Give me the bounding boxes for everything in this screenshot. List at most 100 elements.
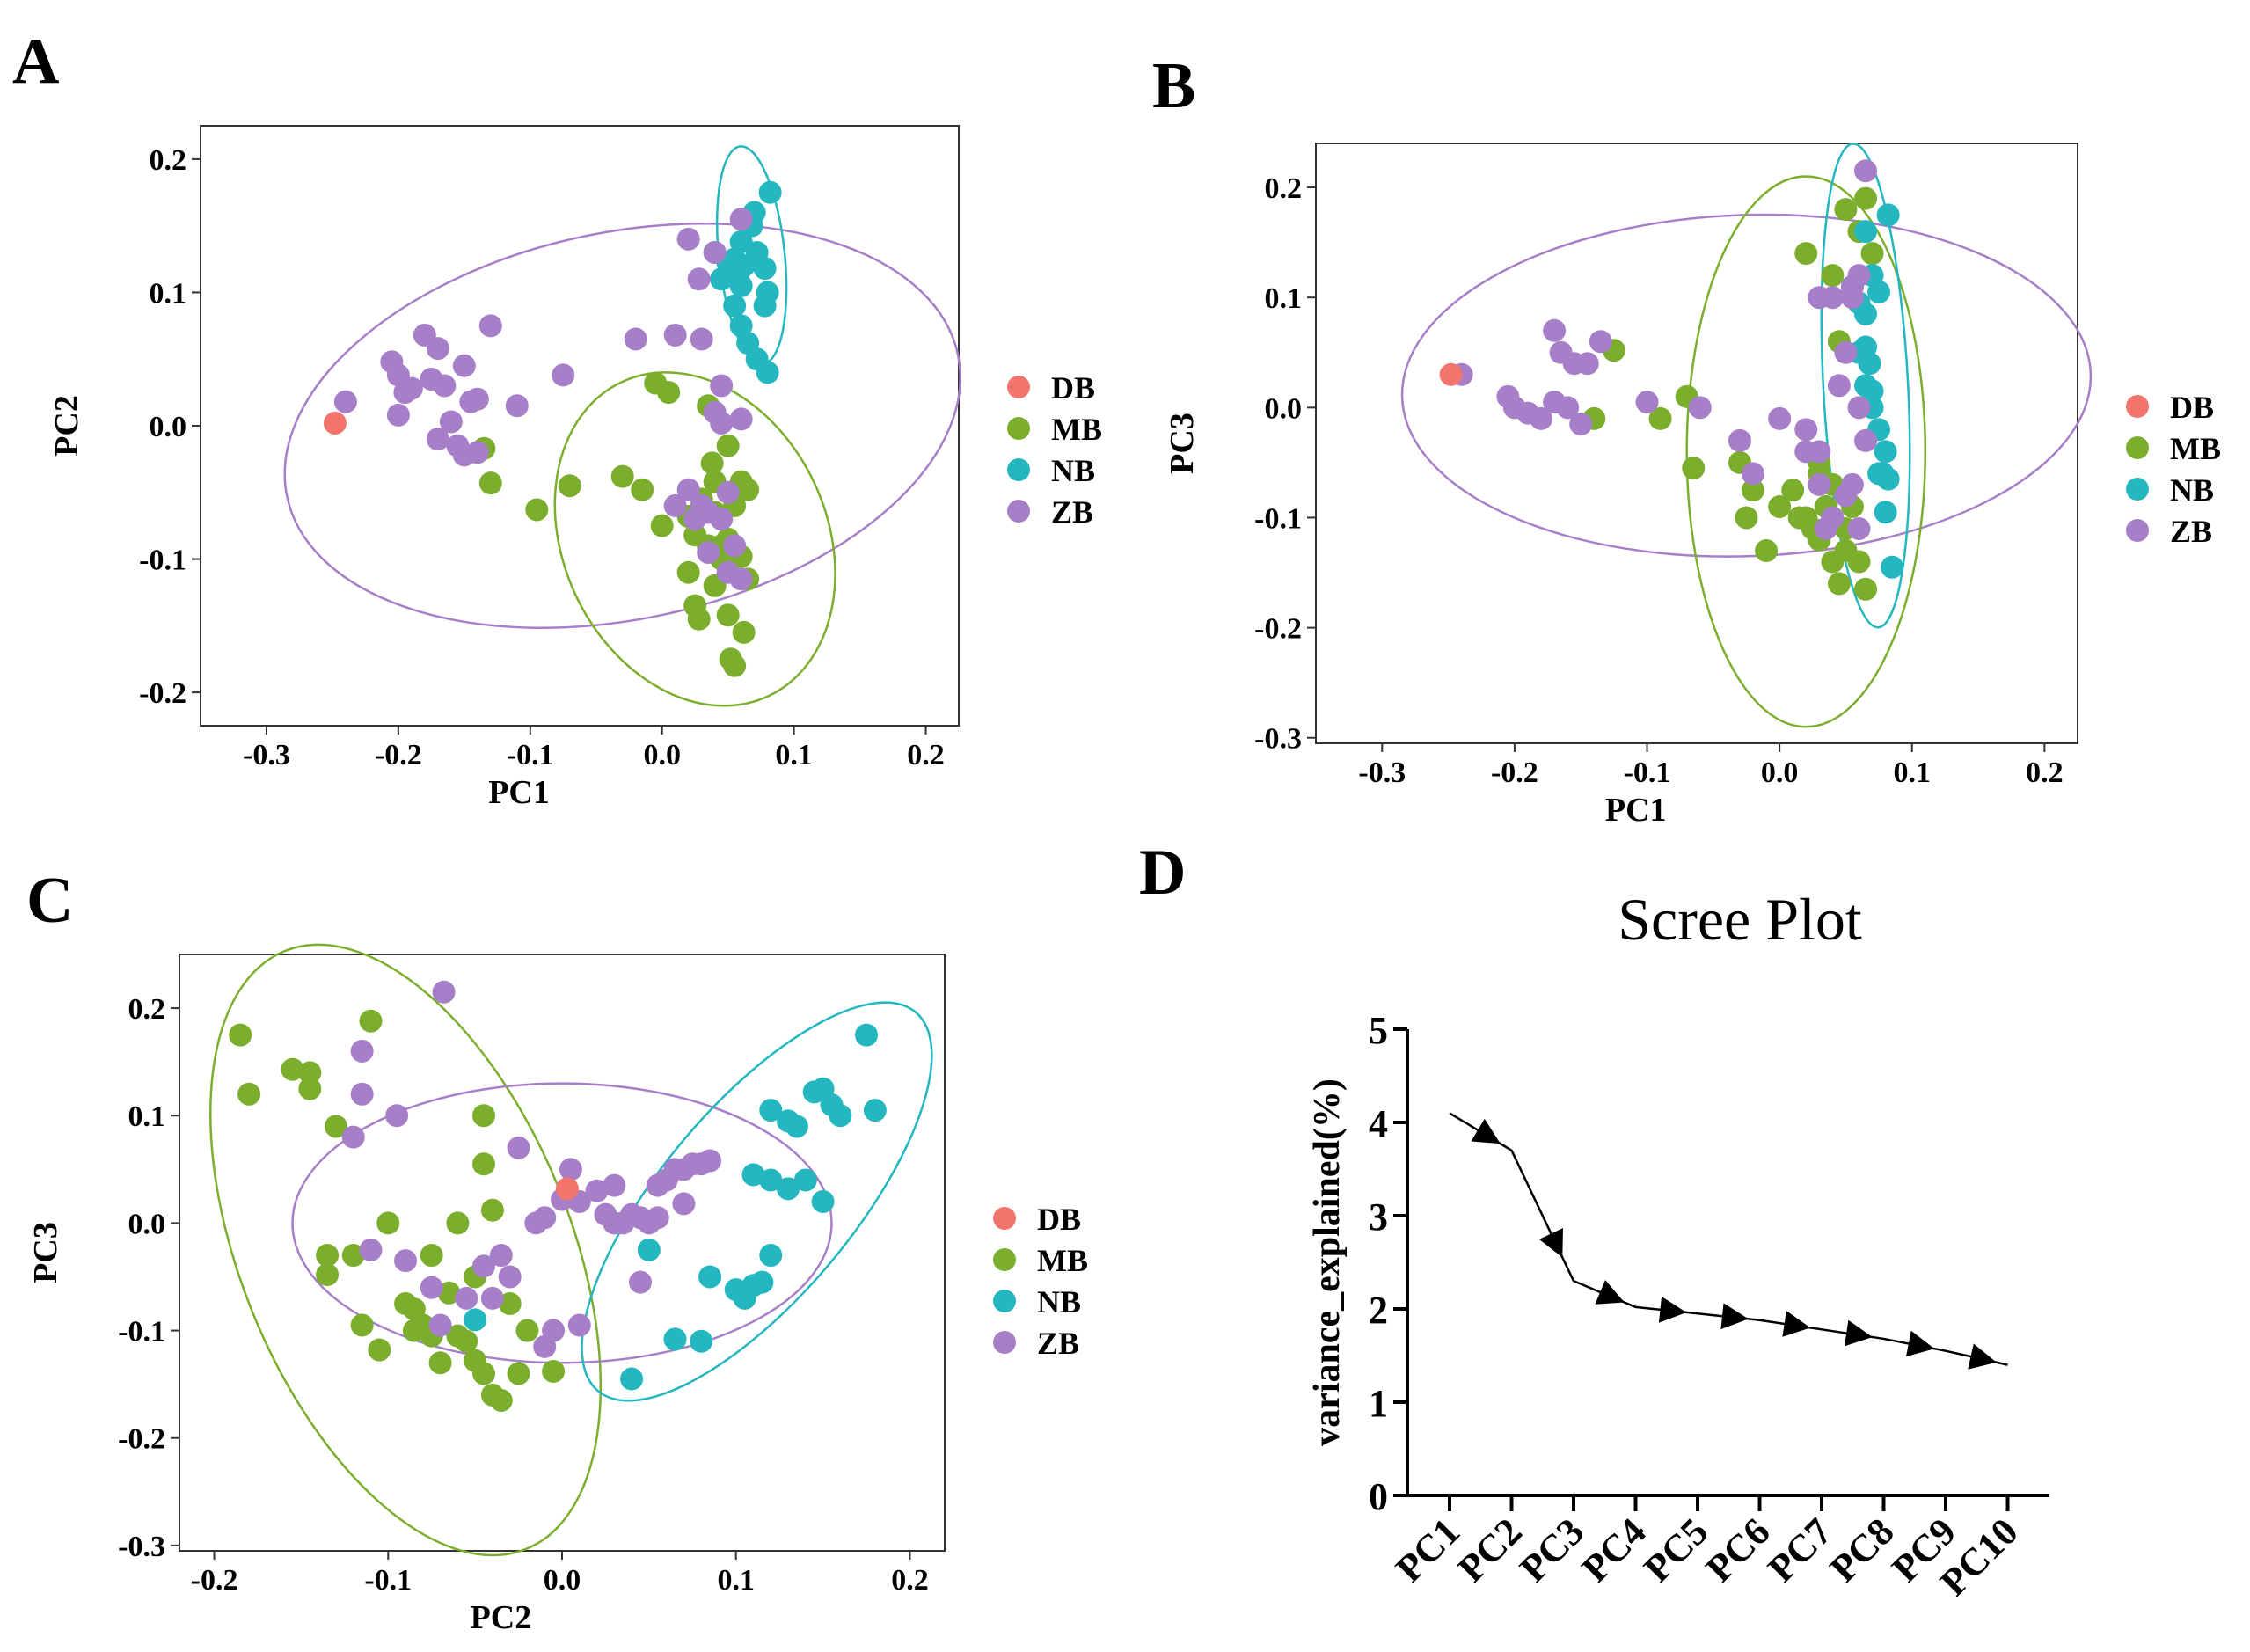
point-zb [663,323,687,347]
point-mb [723,654,747,677]
point-mb [472,1104,496,1128]
point-zb [1742,462,1765,486]
point-zb [399,376,423,400]
point-zb [559,1158,582,1181]
point-zb [603,1173,626,1197]
scree-x-tick-label: PC3 [1511,1509,1592,1590]
point-mb [507,1362,530,1385]
point-zb [1840,472,1864,496]
point-mb [341,1244,365,1268]
point-mb [676,560,700,584]
legend-label-mb: MB [1051,412,1102,447]
scree-x-tick-label: PC1 [1387,1509,1468,1590]
point-zb [1808,286,1831,310]
point-zb [663,493,687,517]
scree-arrowhead [1471,1118,1501,1144]
y-tick-label: -0.2 [139,677,186,710]
point-zb [1834,340,1858,364]
point-zb [690,327,713,351]
point-mb [1860,242,1884,266]
point-mb [359,1009,383,1033]
panel-letter-c: C [26,865,73,937]
y-tick-label: -0.3 [1254,723,1302,756]
y-tick-label: -0.1 [118,1316,165,1349]
x-tick-label: 0.2 [2026,757,2064,789]
legend-label-zb: ZB [1051,494,1093,530]
point-zb [1530,406,1553,430]
legend-key-nb [1007,458,1030,481]
point-zb [426,337,449,361]
y-tick-label: 0.0 [150,411,187,443]
x-tick-label: -0.1 [1624,757,1671,789]
x-tick-label: 0.0 [643,739,681,771]
x-tick-label: 0.0 [1761,757,1799,789]
scree-plot: 012345variance_explained(%)PC1PC2PC3PC4P… [1307,1009,2049,1604]
scree-y-tick-label: 4 [1369,1102,1388,1145]
point-zb [1589,330,1612,354]
point-zb [1728,428,1751,452]
point-zb [729,407,753,431]
legend-key-zb [2126,519,2149,542]
point-mb [498,1292,522,1316]
legend-key-db [1007,376,1030,398]
point-nb [1867,280,1891,303]
y-tick-label: -0.3 [118,1531,165,1563]
point-zb [1847,396,1871,420]
point-mb [472,1152,496,1176]
panel-letter-d: D [1139,837,1186,909]
point-mb [350,1313,374,1337]
y-tick-label: -0.2 [118,1423,165,1456]
x-tick-label: -0.3 [243,739,290,771]
point-nb [753,294,777,318]
point-zb [1840,274,1864,298]
point-mb [1794,242,1818,266]
scree-title: Scree Plot [1618,886,1862,953]
scree-arrowhead [1720,1303,1749,1330]
scree-x-tick-label: PC6 [1698,1509,1779,1590]
point-db [555,1177,579,1201]
y-tick-label: 0.0 [1265,392,1303,425]
point-nb [863,1099,887,1122]
point-zb [489,1244,513,1268]
x-tick-label: 0.1 [717,1564,755,1597]
point-zb [333,390,357,413]
legend-key-mb [993,1248,1016,1271]
point-zb [498,1265,522,1289]
point-mb [298,1077,322,1100]
point-nb [663,1327,687,1351]
x-tick-label: -0.1 [507,739,554,771]
panel-letter-a: A [12,26,59,98]
point-zb [350,1039,374,1063]
y-tick-label: 0.1 [128,1100,166,1133]
point-nb [793,1168,817,1192]
point-nb [690,1329,713,1353]
point-nb [759,1168,783,1192]
point-mb [716,434,740,457]
point-zb [465,387,489,411]
point-mb [515,1319,539,1342]
point-nb [1867,462,1891,486]
point-nb [464,1308,487,1332]
scree-x-tick-label: PC2 [1450,1509,1530,1590]
x-tick-label: 0.2 [907,739,945,771]
legend-key-mb [1007,417,1030,440]
point-zb [729,208,753,231]
panel-d: D Scree Plot 0 1 2 3 4 5 variance_explained(%)… [1139,837,2049,1604]
panel-a: A -0.3 -0.2 -0.1 0.0 0.1 0.2 -0.2 -0.1 0.0 0.1 0.2… [12,26,1102,811]
point-zb [716,480,740,504]
point-zb [1569,413,1593,436]
point-zb [420,1276,443,1299]
x-tick-label: -0.2 [1491,757,1538,789]
point-nb [759,1244,783,1268]
confidence-ellipse-mb [553,371,836,707]
scree-arrowhead [1905,1330,1935,1357]
point-zb [1794,418,1818,442]
point-mb [610,464,634,488]
point-zb [533,1206,557,1230]
point-nb [1876,203,1900,227]
point-db [323,411,347,435]
point-mb [687,607,711,631]
point-zb [1635,391,1659,414]
legend-label-nb: NB [1037,1284,1081,1319]
point-zb [723,534,747,558]
